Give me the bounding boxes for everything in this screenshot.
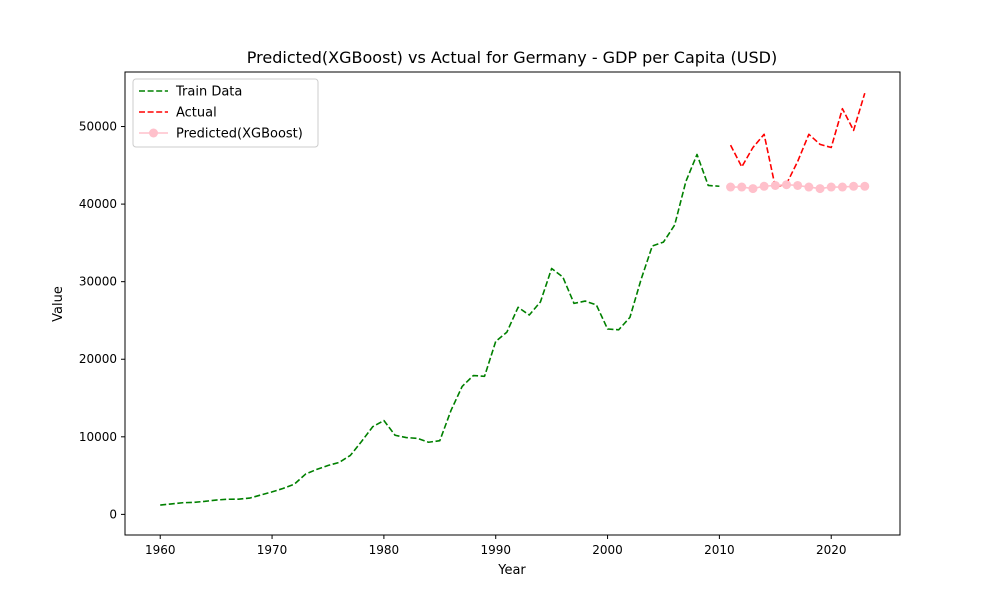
x-tick-label: 2010	[704, 543, 735, 557]
data-point-predicted-xgboost	[759, 181, 769, 191]
series-line-actual	[729, 92, 866, 188]
data-point-predicted-xgboost	[726, 182, 736, 192]
data-point-predicted-xgboost	[781, 180, 791, 190]
legend: Train Data Actual Predicted(XGBoost)	[132, 78, 319, 148]
x-axis-ticks: 1960 1970 1980 1990 2000 2010 2020	[145, 535, 847, 557]
legend-marker	[149, 128, 158, 138]
legend-label: Actual	[176, 106, 217, 121]
x-tick-label: 2020	[816, 543, 847, 557]
series-predicted-xgboost	[726, 180, 870, 194]
x-tick-label: 2000	[592, 543, 623, 557]
y-tick-label: 40000	[79, 197, 117, 211]
legend-label: Train Data	[175, 85, 242, 100]
y-tick-label: 30000	[79, 275, 117, 289]
legend-label: Predicted(XGBoost)	[176, 127, 303, 142]
series-actual	[729, 92, 866, 188]
series-layer	[160, 92, 870, 506]
data-point-predicted-xgboost	[748, 184, 758, 194]
x-tick-label: 1990	[480, 543, 511, 557]
y-axis-ticks: 0 10000 20000 30000 40000 50000	[79, 120, 125, 521]
legend-item: Predicted(XGBoost)	[139, 127, 303, 142]
data-point-predicted-xgboost	[770, 180, 780, 190]
legend-item: Actual	[139, 106, 217, 121]
x-tick-label: 1980	[369, 543, 400, 557]
series-line-train-data	[160, 153, 720, 506]
plot-frame	[124, 71, 901, 536]
data-point-predicted-xgboost	[804, 182, 814, 192]
data-point-predicted-xgboost	[826, 182, 836, 192]
legend-box	[132, 78, 319, 148]
plot-area-border	[124, 71, 901, 536]
data-point-predicted-xgboost	[737, 182, 747, 192]
y-tick-label: 20000	[79, 352, 117, 366]
x-axis-label: Year	[497, 563, 526, 578]
x-tick-label: 1960	[145, 543, 176, 557]
data-point-predicted-xgboost	[849, 181, 859, 191]
data-point-predicted-xgboost	[860, 181, 870, 191]
chart-title: Predicted(XGBoost) vs Actual for Germany…	[247, 48, 777, 67]
y-axis-label: Value	[51, 286, 66, 322]
y-tick-label: 50000	[79, 120, 117, 134]
x-tick-label: 1970	[257, 543, 288, 557]
legend-item: Train Data	[139, 85, 242, 100]
y-tick-label: 0	[109, 507, 117, 521]
data-point-predicted-xgboost	[815, 184, 825, 194]
data-point-predicted-xgboost	[837, 182, 847, 192]
data-point-predicted-xgboost	[793, 180, 803, 190]
series-train-data	[160, 153, 720, 506]
y-tick-label: 10000	[79, 430, 117, 444]
